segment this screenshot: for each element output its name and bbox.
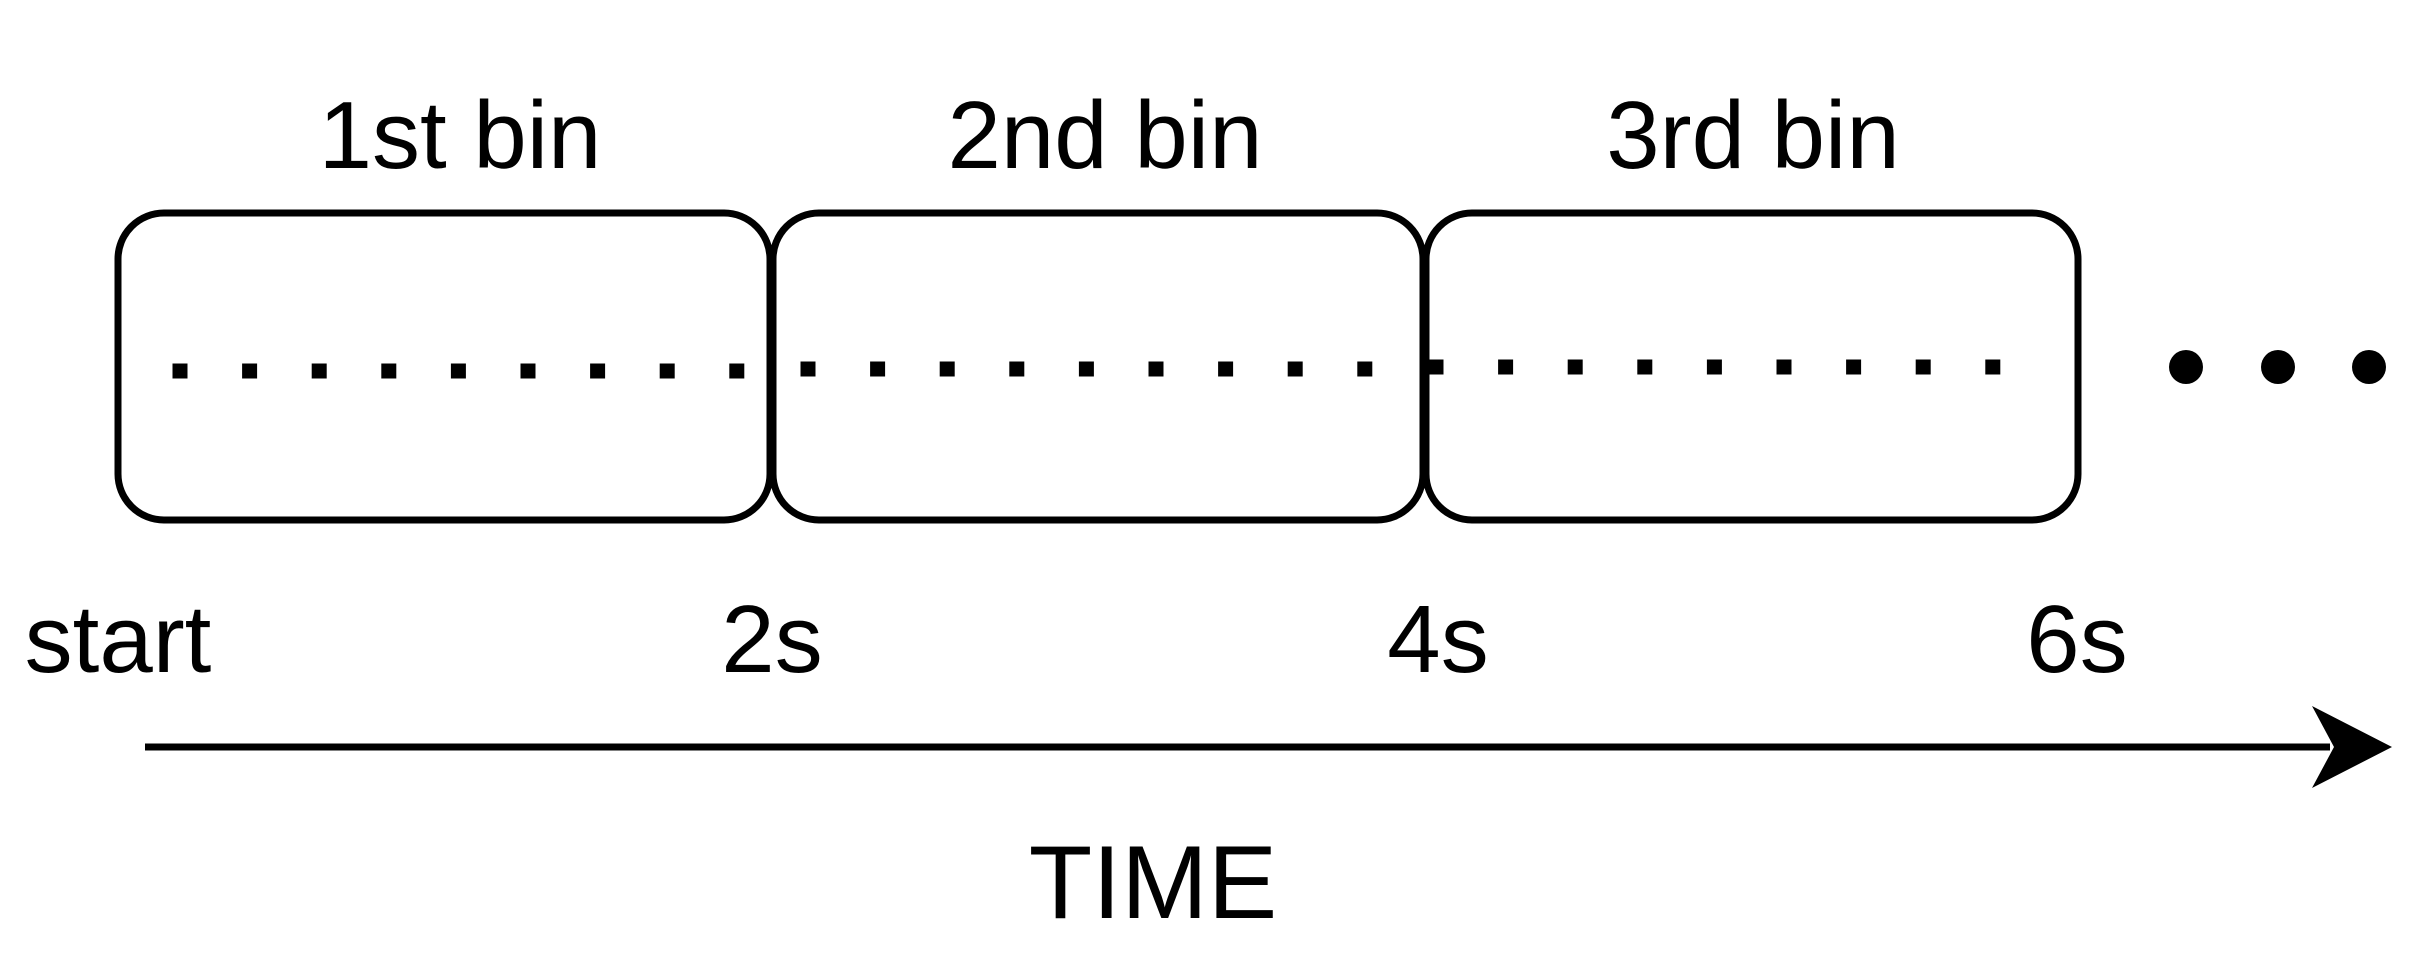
sample-dot (1567, 359, 1583, 375)
sample-dot (1706, 359, 1722, 375)
sample-dots (172, 359, 2001, 379)
bin-title-2: 2nd bin (948, 82, 1263, 189)
ellipsis-dot (2352, 350, 2386, 384)
sample-dot (1357, 361, 1373, 377)
continuation-ellipsis (2169, 350, 2386, 384)
axis-title: TIME (1029, 825, 1277, 941)
sample-dot (520, 363, 536, 379)
sample-dot (242, 363, 258, 379)
sample-dot (381, 363, 397, 379)
ellipsis-dot (2261, 350, 2295, 384)
sample-dot (939, 361, 955, 377)
bin-title-3: 3rd bin (1606, 82, 1900, 189)
sample-dot (172, 363, 188, 379)
sample-dot (1846, 359, 1862, 375)
sample-dot (870, 361, 886, 377)
sample-dot (1637, 359, 1653, 375)
arrow-head-icon (2312, 706, 2392, 788)
tick-label-4s: 4s (1387, 586, 1488, 693)
sample-dot (1009, 361, 1025, 377)
tick-label-6s: 6s (2026, 586, 2127, 693)
ellipsis-dot (2169, 350, 2203, 384)
sample-dot (1218, 361, 1234, 377)
sample-dot (1915, 359, 1931, 375)
sample-dot (659, 363, 675, 379)
sample-dot (1428, 359, 1444, 375)
sample-dot (590, 363, 606, 379)
sample-dot (1078, 361, 1094, 377)
tick-label-start: start (25, 586, 212, 693)
sample-dot (311, 363, 327, 379)
sample-dot (1985, 359, 2001, 375)
sample-dot (450, 363, 466, 379)
tick-label-2s: 2s (721, 586, 822, 693)
sample-dot (729, 363, 745, 379)
sample-dot (1148, 361, 1164, 377)
sample-dot (1498, 359, 1514, 375)
bin-box-3 (1422, 209, 2082, 524)
sample-dot (1287, 361, 1303, 377)
bin-title-1: 1st bin (319, 82, 602, 189)
sample-dot (1776, 359, 1792, 375)
sample-dot (800, 361, 816, 377)
